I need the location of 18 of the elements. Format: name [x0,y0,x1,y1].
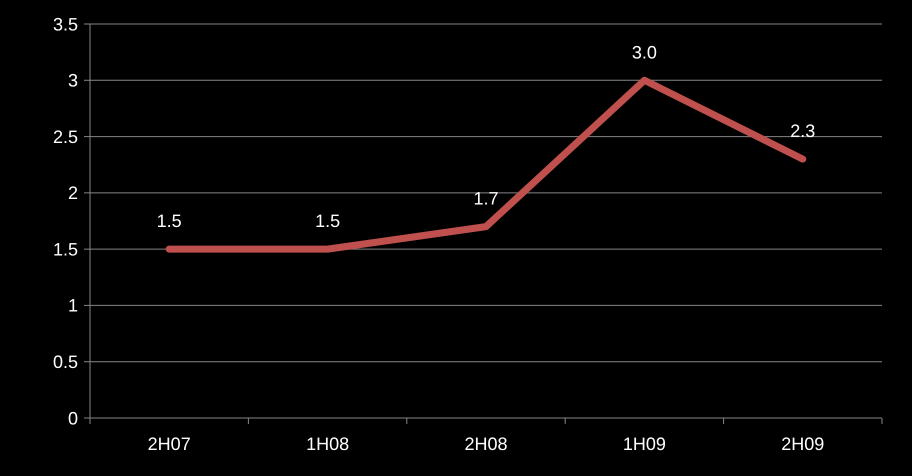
y-tick-label: 2 [68,183,78,204]
y-tick-label: 3.5 [52,14,78,34]
data-label: 1.7 [473,188,499,209]
x-tick-label: 2H08 [464,434,508,454]
x-tick-label: 1H08 [306,434,350,454]
y-tick-label: 2.5 [52,126,78,147]
data-label: 2.3 [790,121,816,142]
y-tick-label: 0 [68,408,78,428]
data-label: 1.5 [315,211,340,232]
data-label: 1.5 [156,211,182,232]
data-label: 3.0 [632,42,657,62]
x-tick-label: 2H09 [781,434,824,454]
y-tick-label: 1 [68,296,78,316]
y-tick-label: 3 [68,70,78,91]
y-tick-label: 0.5 [52,352,78,372]
x-tick-label: 2H07 [148,434,191,454]
x-tick-label: 1H09 [622,434,666,454]
y-tick-label: 1.5 [52,239,78,260]
